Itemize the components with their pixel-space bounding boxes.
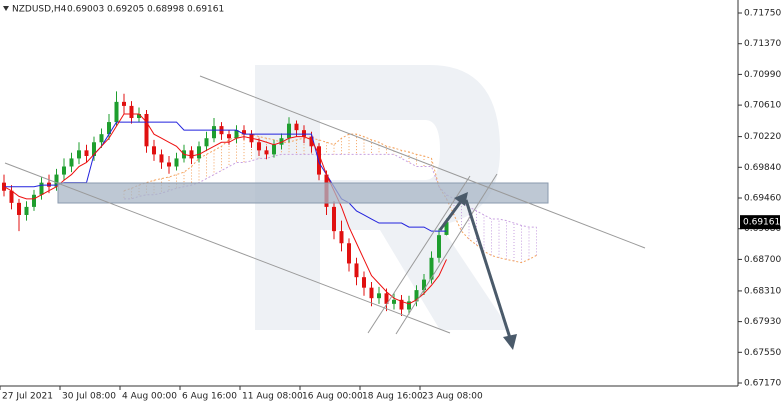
- candle-body: [429, 257, 434, 280]
- candle-body: [167, 162, 171, 167]
- candle-body: [362, 277, 366, 288]
- arrow-up: [438, 199, 464, 231]
- open: 0.69003: [67, 5, 104, 15]
- candle-body: [317, 146, 321, 175]
- x-tick-label: 27 Jul 2021: [2, 392, 53, 402]
- candle-body: [392, 299, 396, 304]
- candle-body: [309, 136, 314, 147]
- candle-body: [347, 243, 351, 264]
- candle-body: [204, 138, 209, 147]
- candle-body: [32, 194, 36, 207]
- candle-body: [444, 222, 449, 235]
- x-tick-label: 4 Aug 00:00: [122, 392, 177, 402]
- tenkan-line: [3, 113, 447, 305]
- candle-body: [377, 293, 381, 299]
- y-tick-label: 0.67930: [744, 317, 781, 327]
- header: NZDUSD,H4 0.69003 0.69205 0.68998 0.6916…: [3, 5, 224, 15]
- candle-body: [84, 150, 89, 156]
- candle-body: [107, 122, 111, 135]
- x-tick-label: 11 Aug 08:00: [242, 392, 303, 402]
- candle-body: [144, 113, 149, 147]
- candle-body: [129, 105, 134, 119]
- channel-line: [367, 175, 471, 334]
- low: 0.68998: [147, 5, 184, 15]
- y-tick-label: 0.68700: [744, 255, 781, 265]
- y-tick-label: 0.68310: [744, 286, 781, 296]
- candle-body: [122, 101, 126, 106]
- close: 0.69161: [187, 5, 224, 15]
- candle-body: [197, 146, 201, 159]
- candle-body: [212, 126, 216, 139]
- candle-body: [227, 134, 231, 139]
- candle-body: [242, 130, 246, 135]
- candle-body: [257, 142, 261, 151]
- channel-line: [199, 75, 646, 249]
- candle-body: [264, 150, 269, 155]
- arrow-head: [503, 334, 517, 350]
- channel-line: [395, 173, 498, 335]
- candle-body: [302, 130, 306, 137]
- candle-body: [174, 158, 179, 167]
- y-tick-label: 0.70610: [744, 101, 781, 111]
- menu-icon: [3, 6, 9, 11]
- x-tick-label: 18 Aug 16:00: [362, 392, 423, 402]
- price-label: 0.69161: [743, 218, 780, 228]
- y-tick-label: 0.70990: [744, 70, 781, 80]
- candle-body: [137, 113, 141, 119]
- candle-body: [24, 206, 29, 215]
- price-label-box: [740, 215, 780, 230]
- candle-body: [422, 279, 426, 291]
- support-zone: [57, 182, 549, 204]
- candle-body: [384, 293, 389, 304]
- candle-body: [159, 154, 164, 163]
- y-tick-label: 0.67170: [744, 379, 781, 389]
- x-tick-label: 30 Jul 08:00: [62, 392, 116, 402]
- y-tick-label: 0.67550: [744, 348, 781, 358]
- candle-body: [399, 299, 404, 310]
- annotations: [4, 75, 646, 350]
- y-tick-label: 0.71370: [744, 39, 781, 49]
- x-tick-label: 16 Aug 00:00: [302, 392, 363, 402]
- candle-body: [92, 142, 96, 156]
- candle-body: [17, 202, 21, 215]
- candle-body: [39, 182, 44, 195]
- candle-body: [294, 123, 299, 131]
- x-tick-label: 6 Aug 16:00: [182, 392, 237, 402]
- candle-body: [369, 287, 374, 299]
- candle-body: [62, 166, 66, 175]
- channel-line: [4, 162, 451, 334]
- y-tick-label: 0.69840: [744, 163, 781, 173]
- candle-body: [114, 101, 119, 123]
- candle-body: [99, 134, 104, 143]
- candle-body: [354, 263, 359, 278]
- candle-body: [152, 146, 156, 155]
- candle-body: [332, 206, 336, 232]
- candle-body: [77, 150, 81, 159]
- candle-body: [54, 174, 59, 187]
- y-tick-label: 0.69460: [744, 194, 781, 204]
- y-tick-label: 0.69080: [744, 224, 781, 234]
- y-tick-label: 0.70220: [744, 132, 781, 142]
- x-tick-label: 23 Aug 08:00: [422, 392, 483, 402]
- candle-body: [287, 123, 291, 139]
- candle-body: [407, 301, 411, 310]
- candle-body: [69, 158, 74, 167]
- axis-labels: 0.71750 0.71370 0.70990 0.70610 0.70220 0.698…: [0, 9, 781, 402]
- candle-body: [9, 190, 14, 203]
- high: 0.69205: [107, 5, 144, 15]
- arrow-down: [464, 199, 512, 339]
- candle-body: [234, 130, 239, 139]
- arrow-head: [454, 192, 468, 206]
- candle-body: [437, 235, 441, 258]
- y-tick-label: 0.71750: [744, 9, 781, 19]
- candle-body: [189, 150, 194, 159]
- candle-body: [414, 290, 419, 302]
- span_a-line: [123, 133, 537, 264]
- candle-body: [272, 144, 276, 155]
- candle-body: [339, 231, 344, 244]
- symbol: NZDUSD,H4: [12, 5, 67, 15]
- candle-body: [279, 138, 284, 145]
